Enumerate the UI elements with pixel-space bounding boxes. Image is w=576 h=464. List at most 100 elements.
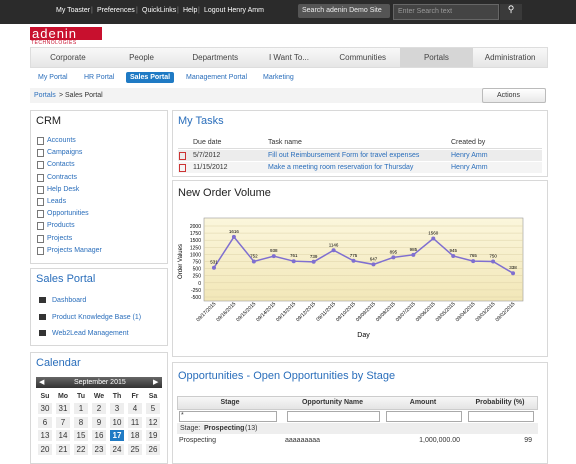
subnav-item[interactable]: Management Portal <box>186 74 248 81</box>
chart-title: New Order Volume <box>178 187 271 199</box>
table-header <box>177 396 538 410</box>
calendar-day[interactable]: 21 <box>56 443 70 455</box>
calendar-day[interactable]: 31 <box>56 403 70 414</box>
next-month[interactable]: ▶ <box>153 379 159 386</box>
calendar-day[interactable]: 12 <box>146 416 160 428</box>
crm-link[interactable]: Projects Manager <box>47 246 102 254</box>
sales-link[interactable]: Product Knowledge Base (1) <box>52 313 142 321</box>
column-header[interactable]: Stage <box>220 399 240 406</box>
task-cell[interactable]: Make a meeting room reservation for Thur… <box>268 164 414 171</box>
calendar-day[interactable]: 14 <box>56 430 70 441</box>
calendar-day[interactable]: 2 <box>92 403 106 414</box>
point <box>491 259 496 264</box>
nav-item[interactable]: Portals <box>423 53 449 62</box>
filter-input[interactable] <box>468 411 534 422</box>
task-cell: 5/7/2012 <box>193 152 221 159</box>
line <box>213 235 514 274</box>
crm-link[interactable]: Campaigns <box>47 149 83 157</box>
calendar-day[interactable]: 18 <box>128 430 142 441</box>
subnav-item[interactable]: My Portal <box>38 74 68 81</box>
calendar-day[interactable]: 9 <box>92 416 106 428</box>
crm-link[interactable]: Opportunities <box>47 210 89 218</box>
crm-link[interactable]: Accounts <box>47 137 76 144</box>
value-label: 647 <box>370 256 378 261</box>
subnav-item[interactable]: Sales Portal <box>126 72 175 83</box>
top-link[interactable]: Logout Henry Amm <box>204 7 264 14</box>
column-header[interactable]: Opportunity Name <box>301 399 364 406</box>
x-tick-label: 09/12/2015 <box>295 301 317 323</box>
calendar-day[interactable]: 16 <box>92 430 106 441</box>
calendar-day[interactable]: 13 <box>38 430 52 441</box>
search-scope-text: Search adenin Demo Site <box>302 7 382 14</box>
weekday: Th <box>112 393 122 400</box>
task-cell[interactable]: Henry Amm <box>451 152 488 159</box>
column-header: Created by <box>451 139 486 146</box>
crm-link[interactable]: Products <box>47 222 75 230</box>
list-icon <box>37 149 44 158</box>
search-button[interactable]: ⚲ <box>500 4 522 20</box>
task-cell[interactable]: Fill out Reimbursement Form for travel e… <box>268 152 420 159</box>
top-link[interactable]: QuickLinks <box>142 7 177 14</box>
crm-link[interactable]: Contracts <box>47 173 77 181</box>
nav-item[interactable]: Corporate <box>50 53 86 62</box>
column-header[interactable]: Amount <box>409 399 437 406</box>
logo-name: adenin <box>32 26 78 41</box>
crm-link[interactable]: Projects <box>47 234 73 242</box>
calendar-day[interactable]: 7 <box>56 416 70 428</box>
search-input[interactable]: Enter Search text <box>393 4 499 20</box>
subnav-item[interactable]: Marketing <box>263 74 294 81</box>
calendar-day[interactable]: 15 <box>74 430 88 441</box>
y-tick-label: 1750 <box>190 231 201 237</box>
filter-input[interactable] <box>386 411 462 422</box>
value-label: 765 <box>469 253 477 258</box>
calendar-header: ◀ September 2015 ▶ <box>36 377 162 388</box>
crm-link[interactable]: Contacts <box>47 161 75 169</box>
nav-item[interactable]: People <box>129 53 155 62</box>
nav-item[interactable]: I Want To... <box>268 53 309 62</box>
calendar-day[interactable]: 19 <box>146 430 160 441</box>
y-tick-label: 1500 <box>190 238 201 244</box>
calendar-day[interactable]: 4 <box>128 403 142 414</box>
task-cell[interactable]: Henry Amm <box>451 164 488 171</box>
y-tick-label: -250 <box>191 288 201 294</box>
point <box>471 259 476 264</box>
calendar-day[interactable]: 6 <box>38 416 52 428</box>
panel-title: Opportunities - Open Opportunities by St… <box>178 370 396 382</box>
nav-item[interactable]: Departments <box>192 53 239 62</box>
calendar-day[interactable]: 26 <box>146 443 160 455</box>
search-scope[interactable]: Search adenin Demo Site <box>298 4 390 18</box>
crm-link[interactable]: Leads <box>47 198 67 205</box>
calendar-day[interactable]: 30 <box>38 403 52 414</box>
nav-item[interactable]: Communities <box>339 53 387 62</box>
top-link[interactable]: Preferences <box>97 7 135 14</box>
calendar-day[interactable]: 23 <box>92 443 106 455</box>
calendar-day[interactable]: 3 <box>110 403 124 414</box>
calendar-day[interactable]: 1 <box>74 403 88 414</box>
calendar-day[interactable]: 8 <box>74 416 88 428</box>
nav-item[interactable]: Administration <box>484 53 536 62</box>
group-label: Stage: <box>180 425 201 432</box>
calendar-day[interactable]: 22 <box>74 443 88 455</box>
filter-input[interactable] <box>287 411 380 422</box>
crm-link[interactable]: Help Desk <box>47 185 80 193</box>
calendar-day[interactable]: 10 <box>110 416 124 428</box>
calendar-day[interactable]: 24 <box>110 443 124 455</box>
logo-tagline: TECHNOLOGIES <box>31 40 77 46</box>
calendar-day[interactable]: 11 <box>128 416 142 428</box>
group-count: (13) <box>245 425 258 432</box>
breadcrumb-parent[interactable]: Portals <box>34 92 56 99</box>
sales-link[interactable]: Dashboard <box>52 297 87 304</box>
calendar-day[interactable]: 5 <box>146 403 160 414</box>
calendar-day[interactable]: 20 <box>38 443 52 455</box>
filter-value[interactable]: * <box>181 412 184 419</box>
sales-link[interactable]: Web2Lead Management <box>52 330 129 337</box>
calendar-day[interactable]: 17 <box>110 430 124 441</box>
actions-button[interactable]: Actions <box>482 88 546 103</box>
prev-month[interactable]: ◀ <box>39 379 45 386</box>
calendar-day[interactable]: 25 <box>128 443 142 455</box>
subnav-item[interactable]: HR Portal <box>84 74 115 81</box>
top-link[interactable]: Help <box>183 7 198 14</box>
point <box>431 236 436 241</box>
column-header[interactable]: Probability (%) <box>475 399 525 406</box>
top-link[interactable]: My Toaster <box>56 7 91 14</box>
